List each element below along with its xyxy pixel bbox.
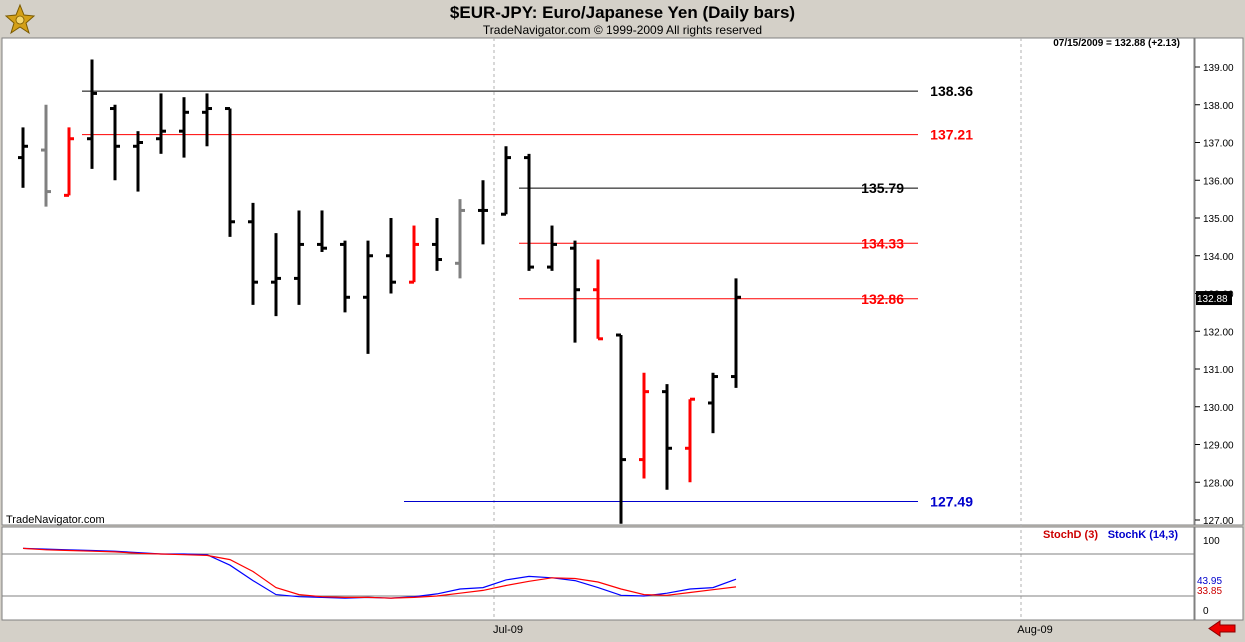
last-price-info: 07/15/2009 = 132.88 (+2.13) <box>1053 38 1180 49</box>
ohlc-bar <box>18 127 28 188</box>
ohlc-bar <box>685 397 695 483</box>
ohlc-bar <box>593 259 603 341</box>
level-lines: 138.36 137.21 135.79 134.33 132.86 127.49 <box>82 83 973 510</box>
time-axis-label-1: Aug-09 <box>1017 624 1052 636</box>
price-tick-label: 134.00 <box>1203 252 1234 263</box>
price-tick-label: 139.00 <box>1203 63 1234 74</box>
level-label-127.49: 127.49 <box>930 494 973 510</box>
ohlc-bar <box>731 278 741 388</box>
level-label-132.86: 132.86 <box>861 291 904 307</box>
ohlc-bar <box>409 225 419 284</box>
price-bars <box>18 59 741 524</box>
ohlc-bar <box>133 131 143 192</box>
level-label-138.36: 138.36 <box>930 83 973 99</box>
ohlc-bar <box>87 59 97 169</box>
price-axis-panel <box>1194 37 1244 526</box>
ohlc-bar <box>662 384 672 490</box>
ohlc-bar <box>156 93 166 154</box>
stoch-k-value-tag: 43.95 <box>1197 576 1222 587</box>
price-tick-label: 138.00 <box>1203 101 1234 112</box>
price-tick-label: 131.00 <box>1203 365 1234 376</box>
price-tick-label: 129.00 <box>1203 441 1234 452</box>
last-price-tag-bg <box>1196 291 1232 306</box>
legend-stoch-k: StochK (14,3) <box>1108 529 1179 541</box>
price-tick-label: 135.00 <box>1203 214 1234 225</box>
ohlc-bar <box>271 233 281 317</box>
ohlc-bar <box>639 372 649 479</box>
time-axis: Jul-09 Aug-09 <box>493 624 1053 636</box>
level-label-135.79: 135.79 <box>861 180 904 196</box>
ohlc-bar <box>708 372 718 434</box>
copyright-line: TradeNavigator.com © 1999-2009 All right… <box>482 23 763 37</box>
ohlc-bar <box>248 202 258 305</box>
price-axis: 139.00138.00137.00136.00135.00134.00133.… <box>1195 63 1234 527</box>
scroll-left-arrow-icon[interactable] <box>1207 620 1237 637</box>
ohlc-bar <box>570 240 580 343</box>
price-tick-label: 130.00 <box>1203 403 1234 414</box>
price-tick-label: 127.00 <box>1203 516 1234 527</box>
watermark: TradeNavigator.com <box>6 514 105 526</box>
ohlc-bar <box>524 153 534 271</box>
level-label-134.33: 134.33 <box>861 235 904 251</box>
ohlc-bar <box>179 97 189 158</box>
ohlc-bar <box>225 107 235 237</box>
last-price-tag: 132.88 <box>1197 294 1228 305</box>
price-tick-label: 136.00 <box>1203 176 1234 187</box>
ohlc-bar <box>41 104 51 207</box>
trade-navigator-logo[interactable] <box>4 3 36 35</box>
stoch-d-value-tag: 33.85 <box>1197 586 1222 597</box>
stoch-axis-panel <box>1194 526 1244 621</box>
price-tick-label: 132.00 <box>1203 327 1234 338</box>
ohlc-bar <box>363 240 373 354</box>
ohlc-bar <box>64 127 74 197</box>
ohlc-bar <box>547 225 557 271</box>
ohlc-bar <box>294 210 304 305</box>
time-axis-label-0: Jul-09 <box>493 624 523 636</box>
stoch-tick-label: 0 <box>1203 606 1209 617</box>
ohlc-bar <box>501 146 511 216</box>
ohlc-bar <box>616 333 626 524</box>
ohlc-bar <box>110 104 120 181</box>
ohlc-bar <box>455 199 465 279</box>
level-label-137.21: 137.21 <box>930 127 973 143</box>
ohlc-bar <box>432 218 442 271</box>
chart-title: $EUR-JPY: Euro/Japanese Yen (Daily bars) <box>449 3 796 22</box>
stoch-series-d <box>22 547 737 599</box>
ohlc-bar <box>340 240 350 313</box>
stoch-tick-label: 100 <box>1203 536 1220 547</box>
ohlc-bar <box>386 218 396 294</box>
ohlc-bar <box>478 180 488 245</box>
legend-stoch-d: StochD (3) <box>1043 529 1098 541</box>
ohlc-bar <box>202 93 212 147</box>
ohlc-bar <box>317 210 327 252</box>
price-tick-label: 128.00 <box>1203 478 1234 489</box>
price-tick-label: 137.00 <box>1203 139 1234 150</box>
stoch-panel <box>1 526 1195 621</box>
